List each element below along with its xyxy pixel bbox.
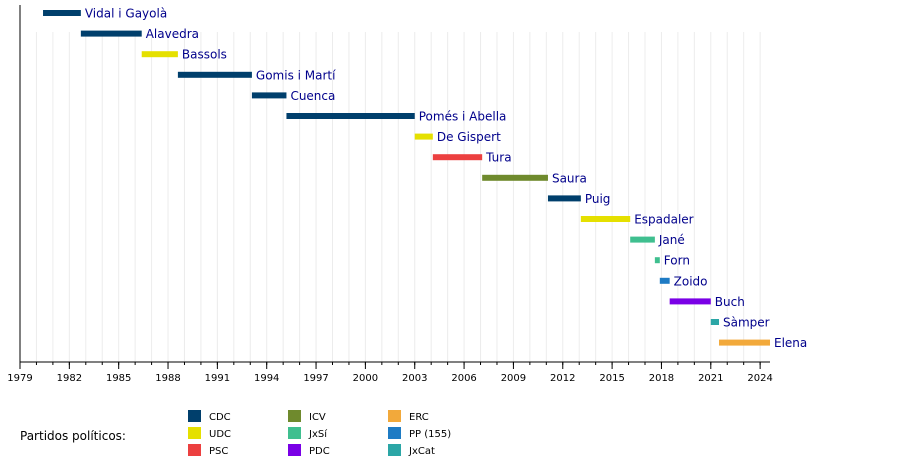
grid-lines	[19, 32, 761, 362]
legend-label-7: ERC	[409, 412, 429, 423]
legend-label-6: PDC	[309, 446, 330, 457]
tick-label-2015: 2015	[599, 373, 624, 384]
legend-label-8: PP (155)	[409, 429, 451, 440]
bar-label-16: Sàmper	[723, 316, 770, 330]
legend-label-2: UDC	[209, 429, 231, 440]
legend-swatch-8	[388, 427, 401, 439]
bar-9	[482, 174, 548, 181]
tick-label-1997: 1997	[303, 373, 328, 384]
bar-7	[414, 133, 433, 140]
tick-label-1994: 1994	[254, 373, 279, 384]
bar-13	[654, 257, 660, 264]
legend-swatch-5	[288, 427, 301, 439]
bar-label-12: Jané	[658, 233, 685, 247]
bar-label-13: Forn	[664, 254, 690, 268]
bar-12	[630, 236, 655, 243]
tick-label-2018: 2018	[649, 373, 674, 384]
bar-10	[547, 195, 581, 202]
bar-5	[251, 92, 287, 99]
tick-label-1991: 1991	[205, 373, 230, 384]
tick-label-1988: 1988	[155, 373, 180, 384]
tick-label-2009: 2009	[501, 373, 526, 384]
bar-label-17: Elena	[774, 336, 807, 350]
legend-label-9: JxCat	[408, 446, 435, 457]
legend-swatch-1	[188, 410, 201, 422]
legend-title: Partidos políticos:	[20, 429, 126, 443]
bar-label-2: Alavedra	[146, 27, 199, 41]
bar-17	[719, 339, 770, 346]
legend-label-1: CDC	[209, 412, 231, 423]
legend-swatch-2	[188, 427, 201, 439]
bars: Vidal i Gayolà Alavedra Bassols Gomis i Mar…	[43, 7, 807, 350]
bar-label-10: Puig	[585, 192, 611, 206]
legend-label-3: PSC	[209, 446, 228, 457]
legend-label-5: JxSí	[308, 428, 328, 440]
bar-2	[80, 30, 142, 37]
bar-label-3: Bassols	[182, 48, 227, 62]
tick-label-2000: 2000	[353, 373, 378, 384]
legend-swatch-9	[388, 444, 401, 456]
legend: Partidos políticos: CDC UDC PSC ICV JxSí PDC E…	[20, 410, 451, 457]
legend-swatch-4	[288, 410, 301, 422]
tick-label-1979: 1979	[7, 373, 32, 384]
tick-label-2006: 2006	[451, 373, 476, 384]
bar-label-6: Pomés i Abella	[419, 110, 507, 124]
bar-label-9: Saura	[552, 171, 587, 185]
legend-swatch-6	[288, 444, 301, 456]
x-axis-ticks: 1979 1982 1985 1988 1991 1994 1997 2000 2003 2006…	[7, 362, 773, 384]
legend-swatch-3	[188, 444, 201, 456]
bar-label-5: Cuenca	[290, 89, 335, 103]
bar-4	[177, 71, 252, 78]
bar-label-11: Espadaler	[634, 213, 693, 227]
bar-label-8: Tura	[485, 151, 511, 165]
bar-label-7: De Gispert	[437, 130, 501, 144]
tick-label-2021: 2021	[698, 373, 723, 384]
tick-label-1985: 1985	[106, 373, 131, 384]
bar-16	[710, 319, 720, 325]
bar-label-14: Zoido	[674, 274, 708, 288]
bar-3	[141, 51, 178, 58]
legend-swatch-7	[388, 410, 401, 422]
bar-15	[669, 298, 711, 305]
bar-8	[432, 154, 483, 161]
tick-label-2003: 2003	[402, 373, 427, 384]
tick-label-1982: 1982	[57, 373, 82, 384]
bar-6	[286, 113, 415, 119]
bar-label-15: Buch	[715, 295, 745, 309]
bar-1	[43, 10, 81, 16]
tick-label-2012: 2012	[550, 373, 575, 384]
bar-label-4: Gomis i Martí	[256, 68, 336, 82]
legend-label-4: ICV	[309, 412, 326, 423]
bar-label-1: Vidal i Gayolà	[85, 7, 167, 21]
bar-14	[659, 277, 670, 284]
tick-label-2024: 2024	[747, 373, 772, 384]
bar-11	[580, 216, 631, 222]
